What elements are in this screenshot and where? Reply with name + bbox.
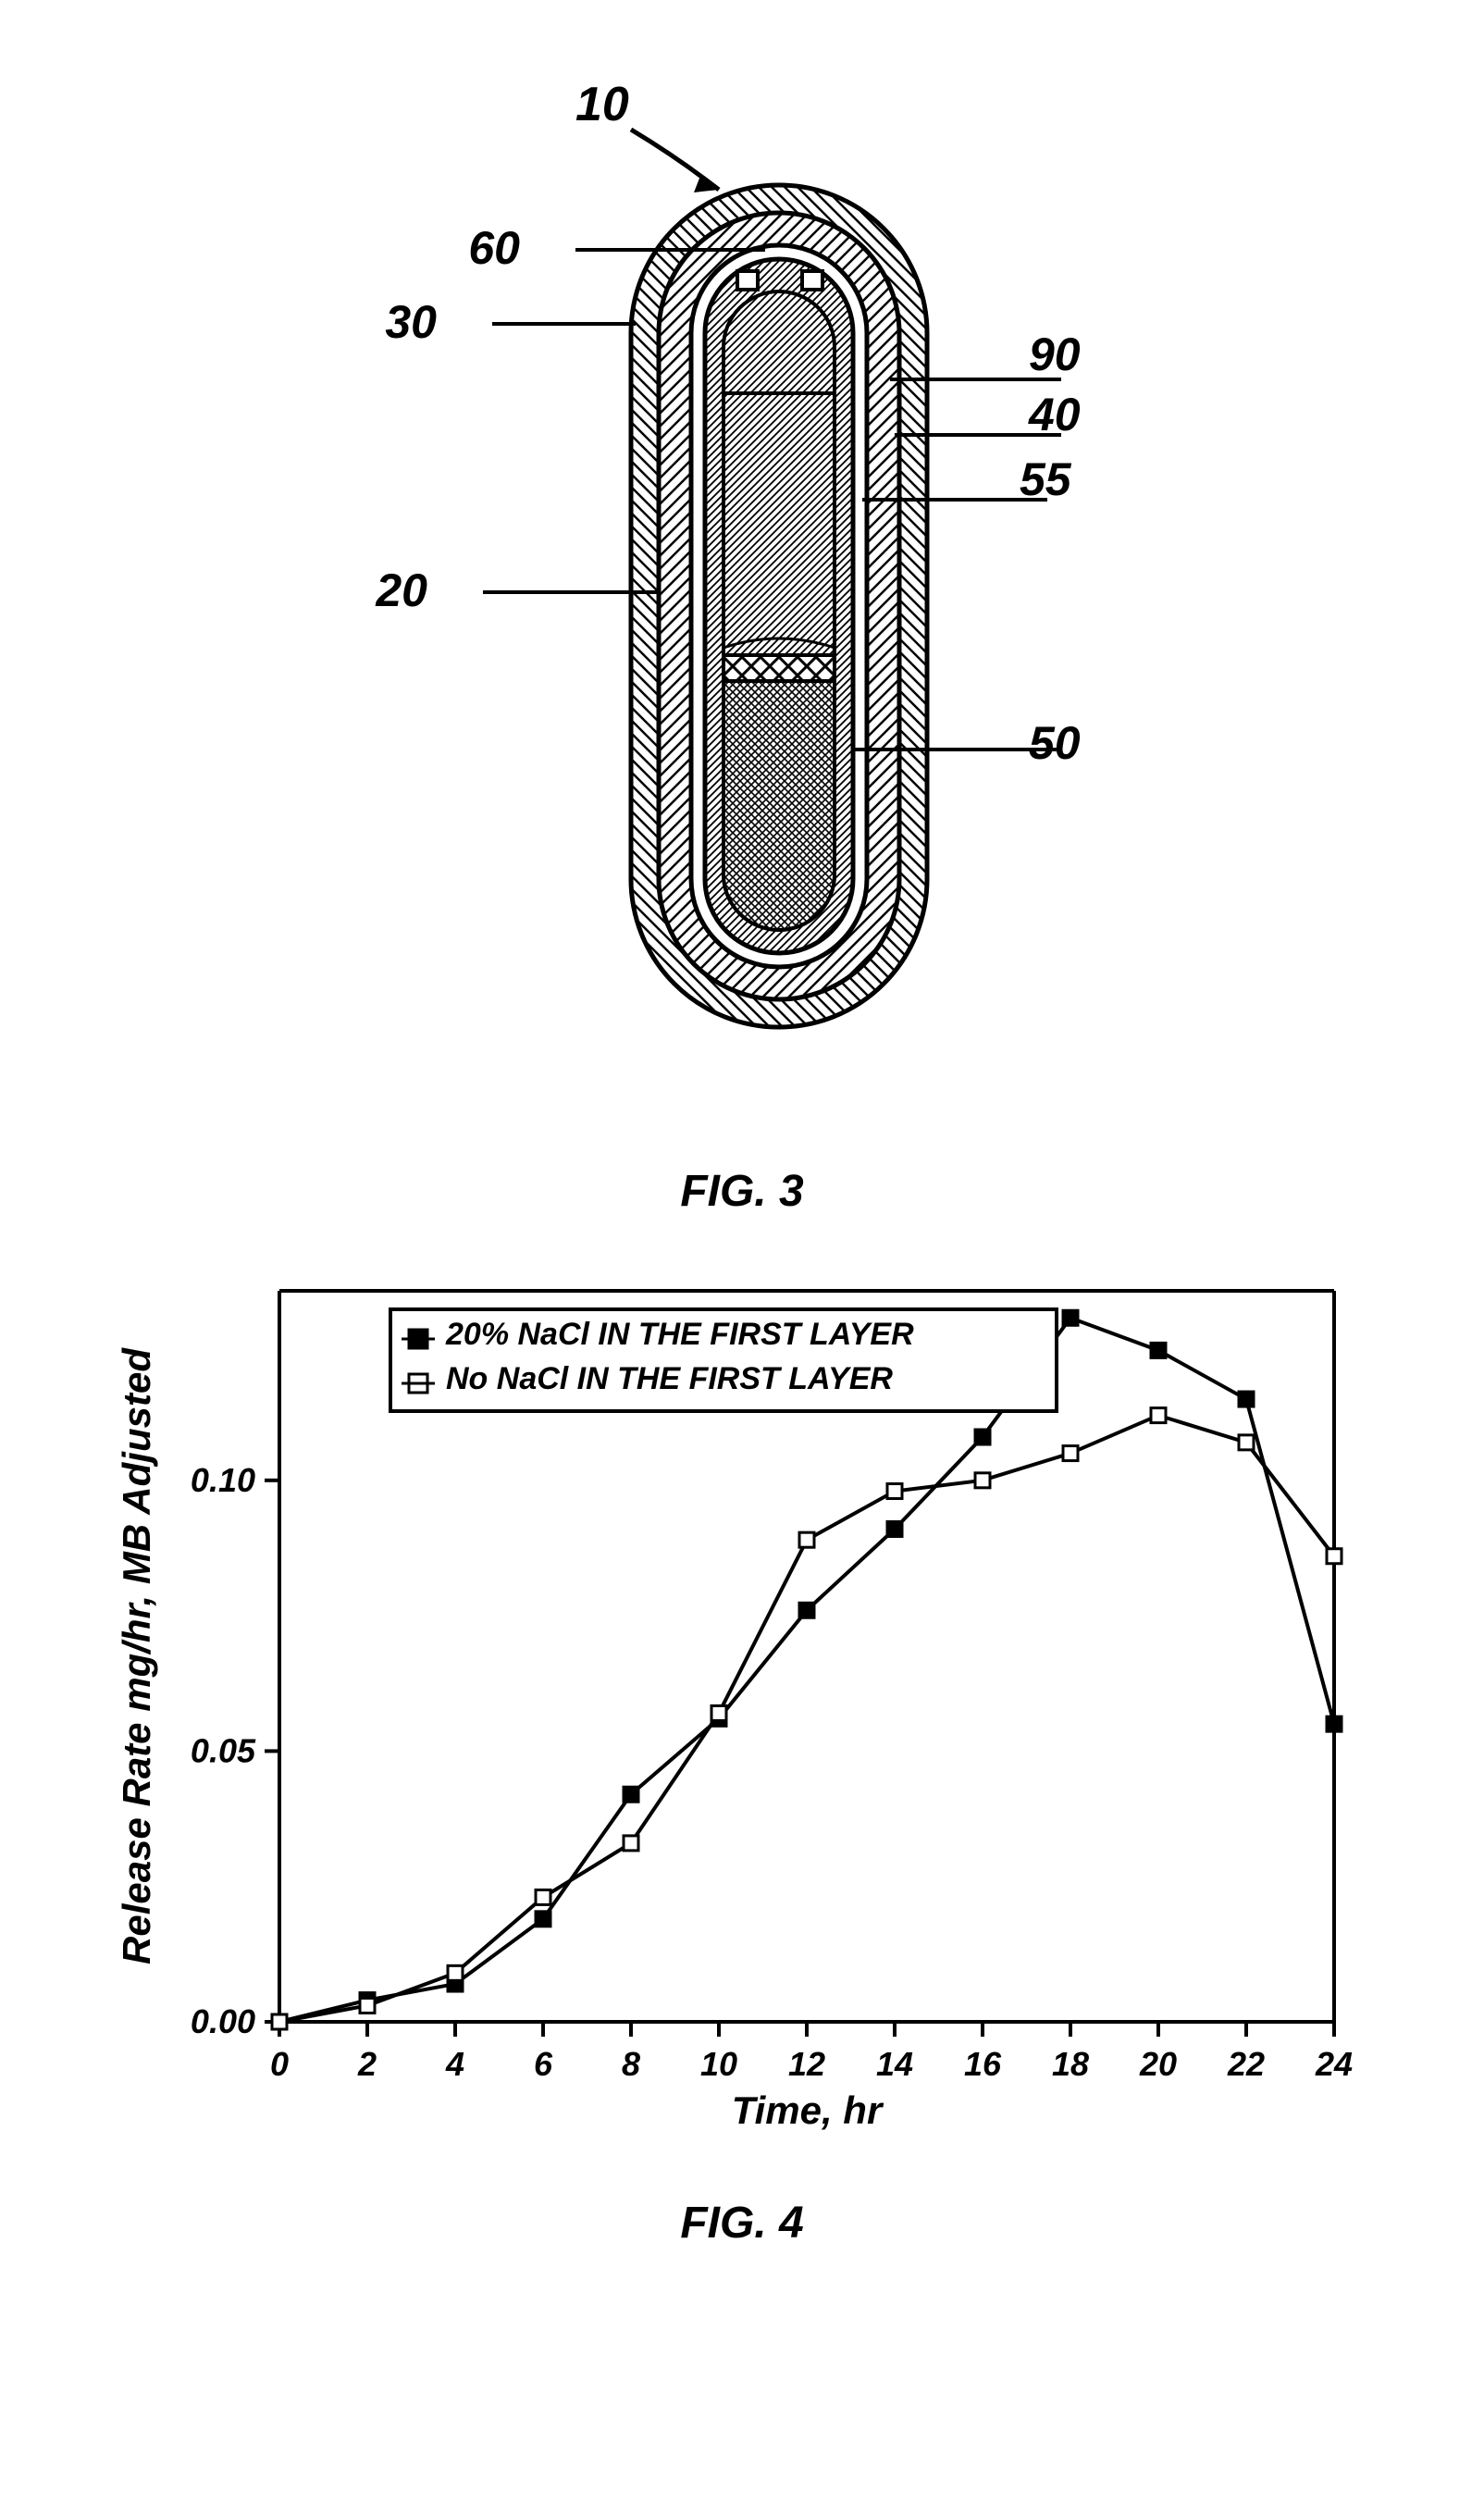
- svg-text:0: 0: [270, 2045, 289, 2083]
- svg-text:20: 20: [1139, 2045, 1177, 2083]
- svg-text:16: 16: [964, 2045, 1002, 2083]
- svg-text:No NaCl IN THE FIRST LAYER: No NaCl IN THE FIRST LAYER: [446, 1361, 893, 1396]
- svg-text:18: 18: [1052, 2045, 1089, 2083]
- figure-3-label: FIG. 3: [37, 1166, 1447, 1217]
- capsule-svg: 10 60 30 20 90 40 55: [233, 37, 1251, 1147]
- svg-text:0.05: 0.05: [191, 1731, 256, 1769]
- svg-text:6: 6: [534, 2045, 553, 2083]
- svg-text:50: 50: [1029, 717, 1081, 769]
- svg-text:10: 10: [700, 2045, 737, 2083]
- svg-text:0.10: 0.10: [191, 1461, 255, 1499]
- callout-10: 10: [575, 78, 629, 131]
- svg-text:20% NaCl IN THE FIRST LAYER: 20% NaCl IN THE FIRST LAYER: [445, 1317, 914, 1352]
- svg-text:Time, hr: Time, hr: [732, 2088, 884, 2132]
- svg-text:2: 2: [357, 2045, 377, 2083]
- figure-4-label: FIG. 4: [37, 2198, 1447, 2249]
- svg-text:24: 24: [1315, 2045, 1353, 2083]
- svg-text:55: 55: [1020, 453, 1072, 505]
- svg-text:20: 20: [375, 564, 427, 616]
- svg-text:22: 22: [1227, 2045, 1265, 2083]
- figure-4-chart: 0246810121416182022240.000.050.10Time, h…: [37, 1254, 1447, 2179]
- svg-text:0.00: 0.00: [191, 2002, 255, 2040]
- svg-text:8: 8: [622, 2045, 640, 2083]
- svg-text:40: 40: [1028, 389, 1081, 440]
- release-rate-chart: 0246810121416182022240.000.050.10Time, h…: [94, 1254, 1390, 2179]
- svg-text:60: 60: [468, 222, 520, 274]
- svg-text:Release Rate mg/hr, MB Adjuste: Release Rate mg/hr, MB Adjusted: [115, 1347, 158, 1964]
- figure-3-diagram: 10 60 30 20 90 40 55: [37, 37, 1447, 1147]
- svg-text:30: 30: [385, 296, 437, 348]
- svg-text:12: 12: [788, 2045, 825, 2083]
- svg-text:4: 4: [445, 2045, 464, 2083]
- svg-text:14: 14: [876, 2045, 913, 2083]
- svg-text:90: 90: [1029, 328, 1081, 380]
